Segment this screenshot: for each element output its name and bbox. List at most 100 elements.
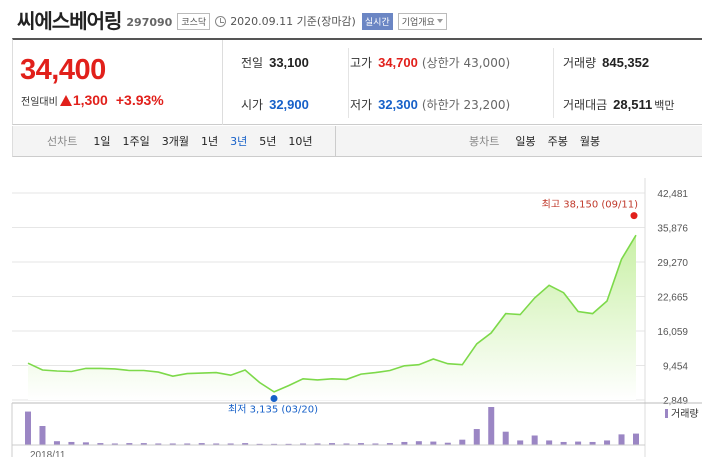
- volume-bar: [343, 443, 350, 445]
- change-label: 전일대비: [21, 96, 58, 108]
- volume-bar: [169, 443, 176, 445]
- volume-bar: [126, 443, 133, 445]
- prev-close-label: 전일: [241, 56, 264, 70]
- tab-daily[interactable]: 일봉: [515, 135, 536, 148]
- high-cell: 고가 34,700 (상한가 43,000): [350, 54, 510, 71]
- y-tick-label: 16,059: [657, 327, 688, 338]
- market-badge: 코스닥: [177, 12, 211, 30]
- realtime-button[interactable]: 실시간: [361, 12, 393, 30]
- tab-monthly[interactable]: 월봉: [579, 135, 601, 148]
- low-cell: 저가 32,300 (하한가 23,200): [350, 96, 510, 113]
- chevron-down-icon: [436, 19, 443, 23]
- corp-info-label: 기업개요: [401, 17, 435, 28]
- volume-bar: [227, 443, 234, 445]
- x-tick-label: 2018/11: [30, 450, 66, 457]
- volume-bar: [314, 443, 321, 445]
- current-price: 34,400: [20, 54, 106, 86]
- amount-value: 28,511: [613, 97, 653, 112]
- candle-chart-tabs: 봉차트 일봉 주봉 월봉: [469, 126, 606, 156]
- volume-bar: [271, 443, 278, 445]
- volume-bar: [560, 441, 567, 445]
- volume-bar: [140, 443, 147, 445]
- volume-bar: [531, 435, 538, 445]
- volume-bar: [386, 443, 393, 445]
- volume-bar: [546, 440, 553, 445]
- price-chart: 42,481 35,876 29,270 22,665 16,059 9,454 2,849…: [0, 158, 702, 457]
- volume-bar: [372, 443, 379, 445]
- tab-5year[interactable]: 5년: [259, 135, 277, 148]
- volume-bar: [589, 441, 596, 445]
- volume-bar: [300, 443, 307, 445]
- prev-close-value: 33,100: [269, 55, 309, 70]
- volume-bar: [575, 441, 582, 445]
- volume-bar: [198, 443, 205, 445]
- corp-info-dropdown[interactable]: 기업개요: [397, 12, 447, 30]
- lower-limit: (하한가 23,200): [421, 98, 511, 112]
- volume-bar: [213, 443, 220, 445]
- price-chart-svg: 42,481 35,876 29,270 22,665 16,059 9,454 2,849…: [11, 178, 702, 457]
- change-row: 전일대비 1,300 +3.93%: [21, 92, 164, 108]
- tab-1week[interactable]: 1주일: [122, 135, 150, 148]
- low-label: 저가: [350, 98, 373, 112]
- y-tick-label: 42,481: [657, 189, 688, 200]
- y-tick-label: 9,454: [663, 362, 688, 373]
- amount-label: 거래대금: [563, 98, 608, 112]
- change-percent: +3.93%: [115, 92, 164, 108]
- y-tick-label: 2,849: [663, 396, 688, 407]
- high-label: 고가: [350, 56, 373, 70]
- volume-bar: [633, 433, 639, 445]
- max-marker: [630, 212, 638, 220]
- volume-bar: [473, 429, 480, 445]
- open-label: 시가: [241, 98, 264, 112]
- volume-bar: [502, 431, 509, 445]
- stock-code: 297090: [126, 15, 173, 29]
- tab-1day[interactable]: 1일: [93, 135, 111, 148]
- amount-unit: 백만: [654, 98, 675, 112]
- upper-limit: (상한가 43,000): [421, 56, 511, 70]
- divider: [553, 48, 554, 118]
- volume-bar: [488, 407, 495, 445]
- tab-weekly[interactable]: 주봉: [547, 135, 568, 148]
- clock-icon: [215, 15, 227, 27]
- min-marker: [270, 395, 278, 403]
- tab-3month[interactable]: 3개월: [161, 135, 189, 148]
- volume-legend-label: 거래량: [671, 408, 699, 420]
- y-tick-label: 29,270: [657, 258, 688, 269]
- open-cell: 시가 32,900: [241, 96, 309, 113]
- y-tick-label: 35,876: [657, 224, 688, 235]
- volume-bar: [357, 443, 364, 445]
- divider: [348, 48, 349, 118]
- volume-bar: [517, 440, 524, 445]
- price-panel: 34,400 전일대비 1,300 +3.93% 전일 33,100 고가 34…: [12, 38, 702, 125]
- volume-bar: [459, 439, 466, 445]
- open-value: 32,900: [269, 97, 309, 112]
- volume-bar: [415, 441, 422, 445]
- volume-bar: [68, 441, 75, 445]
- volume-legend-swatch: [665, 409, 668, 418]
- volume-bar: [401, 441, 408, 445]
- volume-bar: [256, 443, 263, 445]
- volume-label: 거래량: [563, 56, 597, 70]
- y-tick-label: 22,665: [657, 293, 688, 304]
- volume-bar: [444, 442, 451, 445]
- period-tab-bar: 선차트 1일 1주일 3개월 1년 3년 5년 10년 봉차트 일봉 주봉 월봉: [12, 126, 702, 157]
- volume-bar: [82, 442, 89, 445]
- max-label: 최고 38,150 (09/11): [542, 199, 638, 211]
- low-value: 32,300: [378, 97, 418, 112]
- prev-close-cell: 전일 33,100: [241, 54, 309, 71]
- price-line: [27, 234, 637, 393]
- volume-bar: [155, 443, 162, 445]
- volume-value: 845,352: [602, 55, 650, 70]
- volume-bar: [242, 443, 249, 445]
- tab-10year[interactable]: 10년: [288, 135, 313, 148]
- tab-divider: [335, 126, 336, 156]
- volume-bar: [329, 443, 335, 445]
- tab-1year[interactable]: 1년: [201, 135, 219, 148]
- amount-cell: 거래대금 28,511 백만: [563, 96, 674, 113]
- up-arrow-icon: [59, 94, 72, 106]
- tab-3year[interactable]: 3년: [230, 135, 248, 148]
- volume-bar: [111, 443, 118, 445]
- volume-bar: [53, 441, 60, 445]
- current-price-box: 34,400 전일대비 1,300 +3.93%: [13, 40, 223, 125]
- volume-bar: [97, 443, 104, 445]
